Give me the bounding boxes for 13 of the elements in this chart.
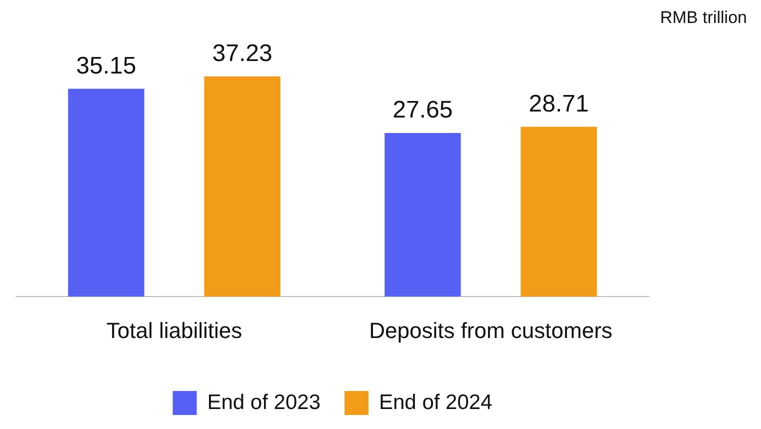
legend-label: End of 2023 xyxy=(207,390,320,414)
bar xyxy=(204,76,280,297)
data-label: 27.65 xyxy=(392,96,453,124)
data-label: 35.15 xyxy=(76,52,136,80)
legend-label: End of 2024 xyxy=(379,390,493,414)
bar xyxy=(68,88,144,297)
bar xyxy=(520,126,597,297)
data-label: 28.71 xyxy=(528,90,589,118)
text: RMB trillion xyxy=(660,8,747,28)
bar xyxy=(384,133,461,297)
x-tick-label: Total liabilities xyxy=(106,318,242,343)
data-label: 37.23 xyxy=(212,40,272,68)
x-tick-label: Deposits from customers xyxy=(369,318,612,343)
